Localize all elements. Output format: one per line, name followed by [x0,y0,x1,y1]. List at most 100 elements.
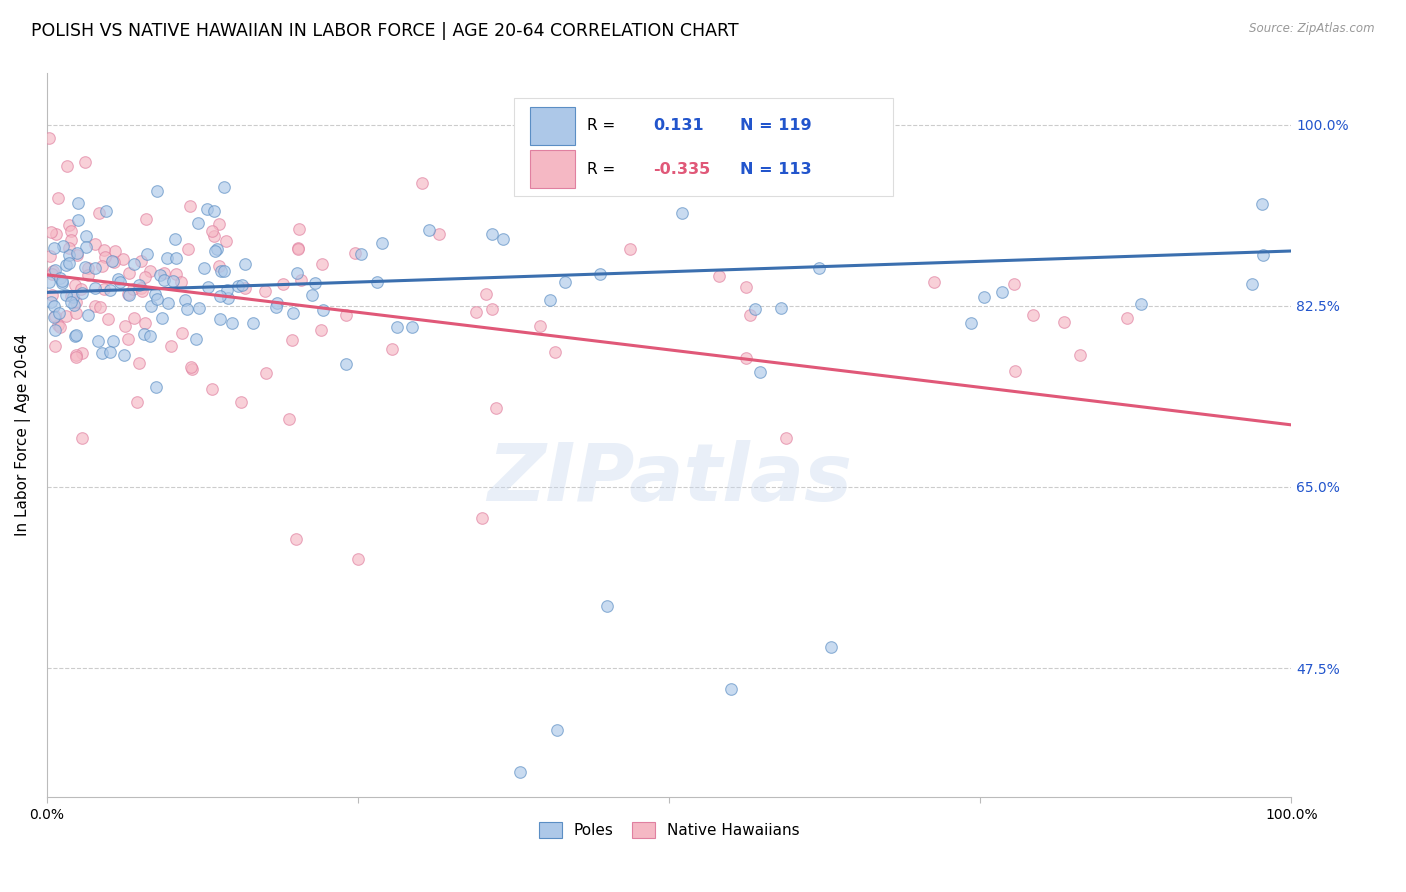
Point [55,259,77,273]
Point [98,283,121,297]
Point [271,277,294,291]
Text: N = 119: N = 119 [740,119,811,134]
Point [335,357,357,371]
Point [75,240,97,254]
Point [619,242,641,256]
Point [60,233,83,247]
Point [52,239,75,253]
Point [134,316,156,330]
Point [104,244,127,258]
Point [180,359,202,374]
Point [181,361,204,376]
Point [98,344,121,359]
Point [160,339,183,353]
Point [735,280,758,294]
Point [1053,315,1076,329]
Point [83,237,105,252]
Point [217,291,239,305]
Point [170,326,193,341]
Point [1250,197,1272,211]
Point [509,764,531,779]
Point [59,289,82,303]
Point [187,301,209,316]
Point [90,345,112,359]
Point [233,281,256,295]
Point [214,234,236,248]
Point [146,292,169,306]
Point [39,225,62,239]
Point [55,287,77,301]
Point [401,320,423,334]
Point [132,326,155,341]
Point [221,317,243,331]
Point [770,301,793,315]
Point [481,302,503,317]
Point [197,279,219,293]
Point [41,288,63,302]
Point [66,246,89,260]
Point [201,224,224,238]
Point [153,266,176,280]
Point [65,348,87,362]
Point [529,318,551,333]
Point [1115,311,1137,326]
Point [131,281,153,295]
Point [44,310,66,324]
Point [65,328,87,343]
Point [66,212,89,227]
Point [70,431,93,445]
Point [139,299,162,313]
Point [195,202,218,216]
Point [193,261,215,276]
Point [226,279,249,293]
Point [254,366,277,380]
Point [231,277,253,292]
Point [44,263,66,277]
Point [922,275,945,289]
Point [492,232,515,246]
Text: -0.335: -0.335 [652,161,710,177]
Point [1004,364,1026,378]
Point [207,242,229,256]
Point [335,308,357,322]
Point [538,293,561,307]
Point [208,289,231,303]
Point [70,282,93,296]
Point [208,259,231,273]
FancyBboxPatch shape [530,107,575,145]
Point [117,287,139,301]
Point [283,306,305,320]
Point [83,299,105,313]
Point [122,311,145,326]
Y-axis label: In Labor Force | Age 20-64: In Labor Force | Age 20-64 [15,334,31,536]
Point [554,275,576,289]
Point [201,382,224,396]
Point [202,203,225,218]
Point [76,268,98,282]
Point [63,278,86,293]
Point [187,216,209,230]
Point [301,288,323,302]
Point [89,206,111,220]
Point [46,318,69,332]
Point [107,271,129,285]
Point [42,241,65,255]
Point [44,339,66,353]
Point [94,203,117,218]
Point [184,332,207,346]
Point [42,264,65,278]
Point [145,287,167,301]
Point [254,284,277,298]
Point [1002,277,1025,291]
Point [290,273,312,287]
Point [162,274,184,288]
Point [734,351,756,366]
Point [65,294,87,309]
Point [59,294,82,309]
Text: Source: ZipAtlas.com: Source: ZipAtlas.com [1250,22,1375,36]
Point [266,295,288,310]
Point [58,242,80,256]
Point [44,299,66,313]
Point [45,227,67,241]
Point [1240,277,1263,291]
